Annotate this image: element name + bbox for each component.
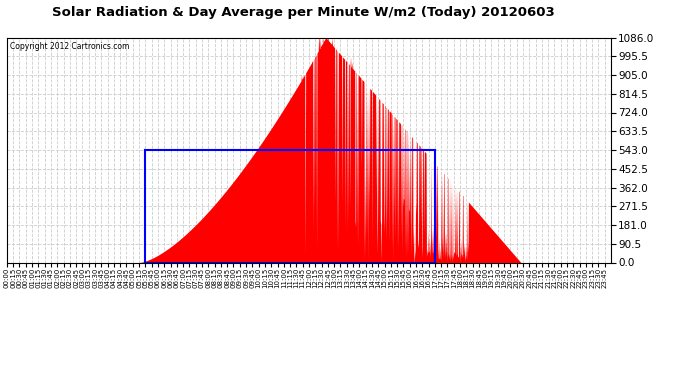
Text: Copyright 2012 Cartronics.com: Copyright 2012 Cartronics.com — [10, 42, 129, 51]
Text: Solar Radiation & Day Average per Minute W/m2 (Today) 20120603: Solar Radiation & Day Average per Minute… — [52, 6, 555, 19]
